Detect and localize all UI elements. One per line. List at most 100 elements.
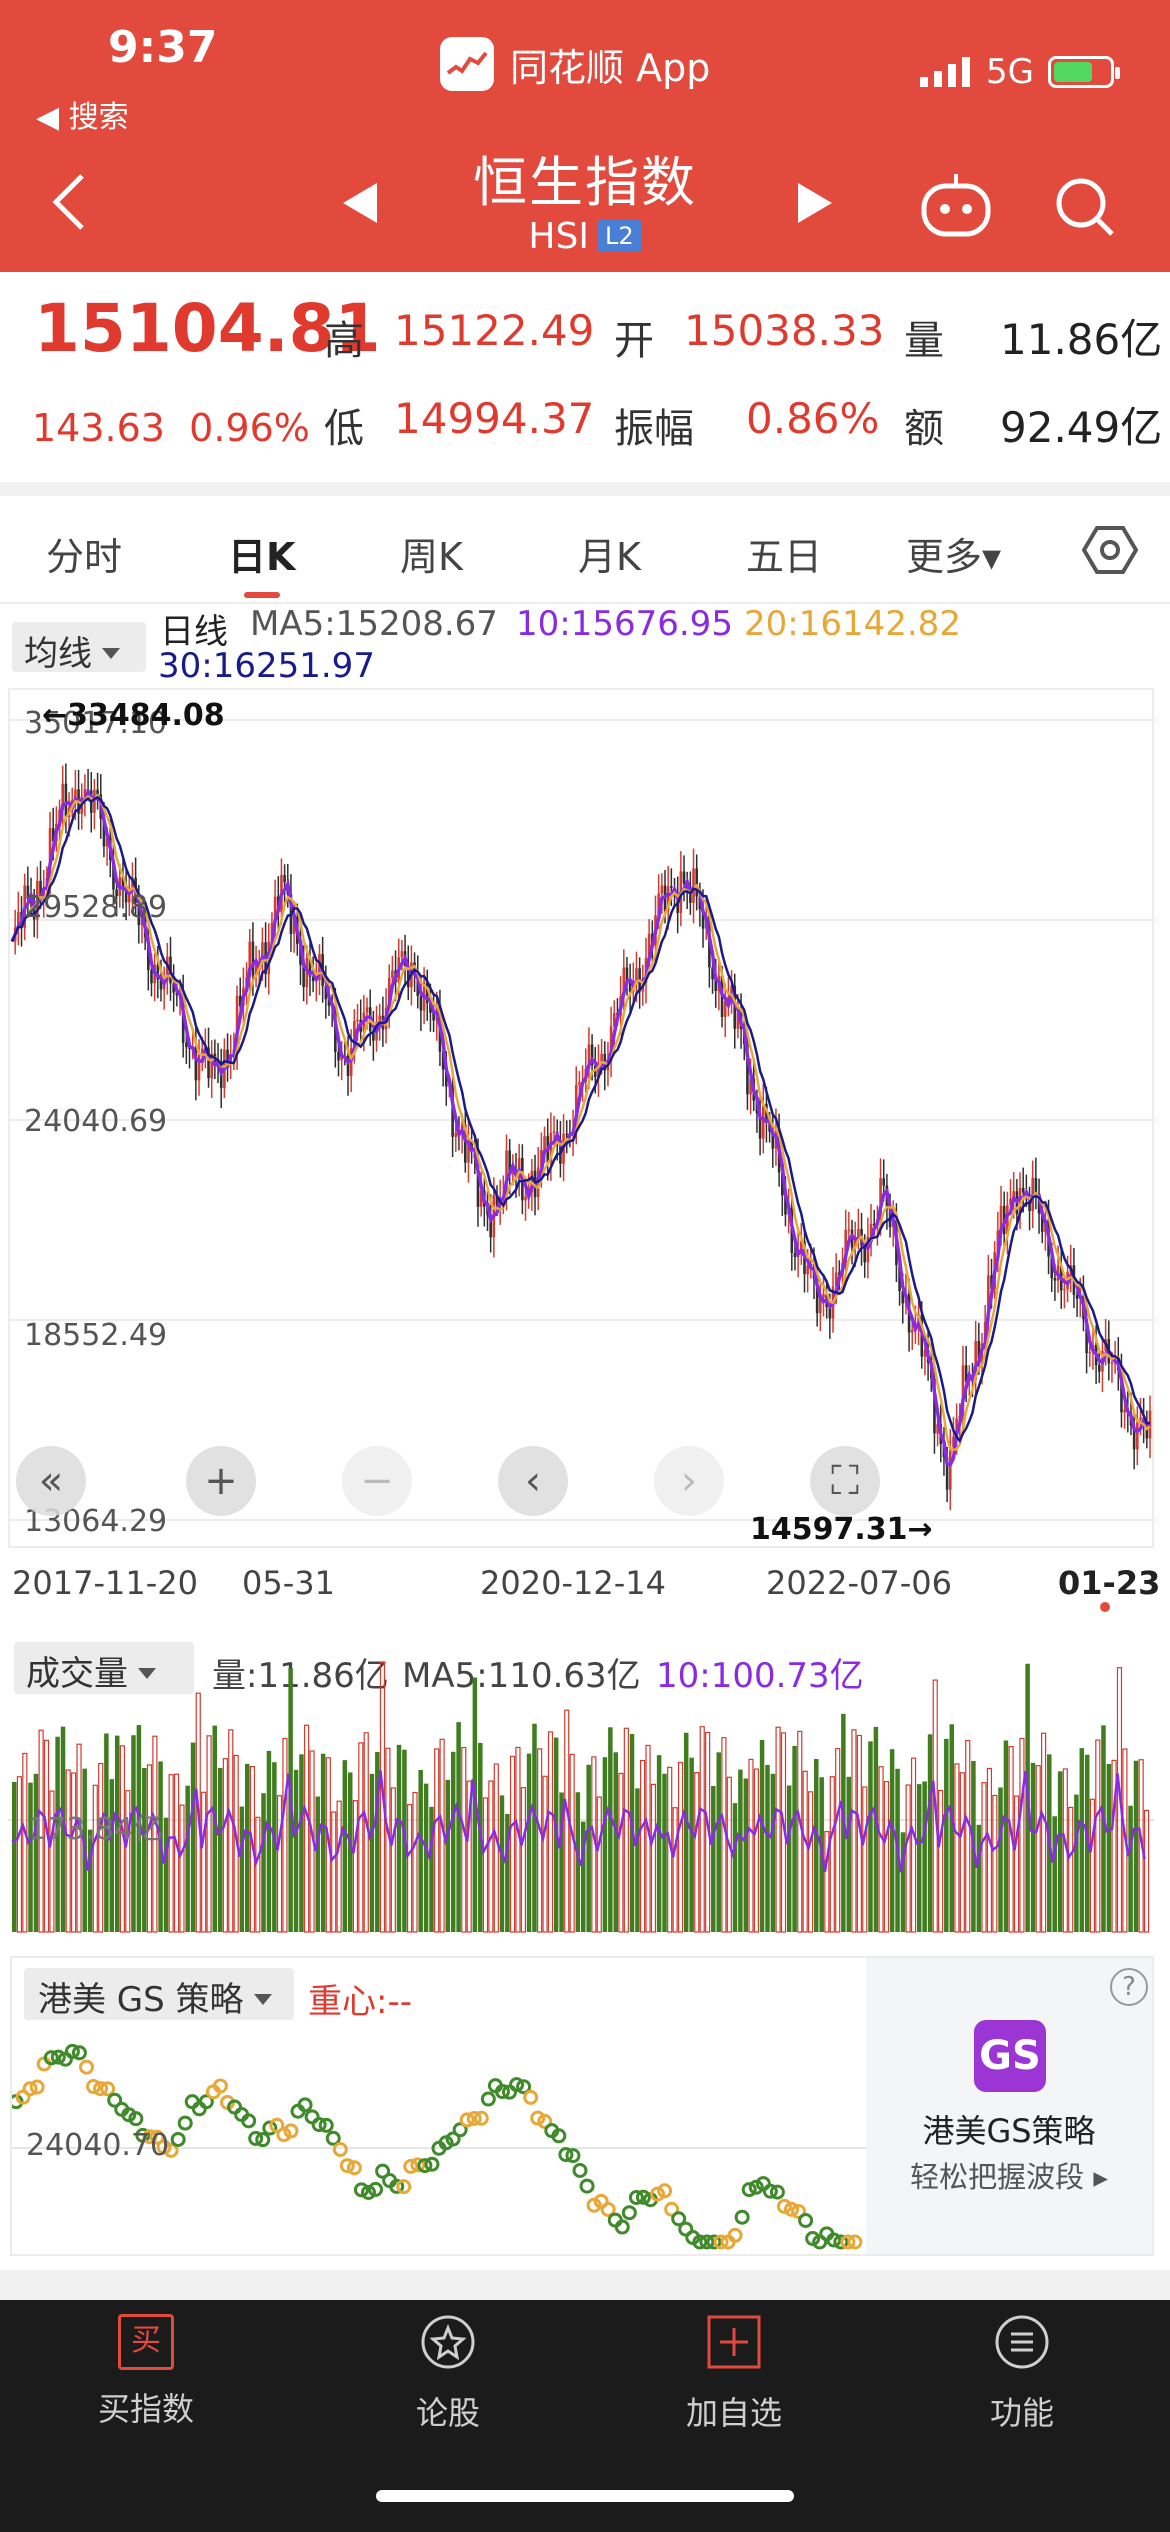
volume-bar: [331, 1811, 337, 1933]
volume-bar: [656, 1755, 662, 1932]
tab-weekly-k[interactable]: 周K: [400, 535, 463, 579]
candle-body: [93, 789, 96, 813]
strategy-marker: [523, 2089, 539, 2105]
candle-body: [511, 1172, 515, 1174]
function-button[interactable]: 功能: [922, 2314, 1122, 2434]
volume-bar: [802, 1770, 808, 1933]
candle-body: [977, 1340, 981, 1365]
volume-bar: [1035, 1765, 1041, 1933]
candle-body: [479, 1190, 483, 1207]
candle-body: [261, 942, 264, 963]
strategy-marker: [170, 2131, 186, 2147]
tab-intraday[interactable]: 分时: [46, 535, 123, 579]
candle-body: [226, 1049, 229, 1063]
volume-bar: [60, 1726, 66, 1932]
period-tabs: 分时 日K 周K 月K 五日 更多▾: [0, 496, 1170, 604]
ma-select[interactable]: 均线: [12, 622, 146, 674]
candle-body: [273, 896, 277, 923]
strategy-marker: [50, 2049, 66, 2065]
candle-body: [463, 1124, 467, 1163]
volume-bar: [396, 1744, 402, 1932]
kline-chart[interactable]: [8, 688, 1156, 1548]
volume-bar: [1084, 1754, 1090, 1932]
candle-body: [758, 1113, 762, 1139]
pan-left-button[interactable]: ‹: [498, 1446, 568, 1516]
pan-right-button[interactable]: ›: [654, 1446, 724, 1516]
status-app: 同花顺 App: [440, 36, 710, 92]
candle-body: [714, 979, 718, 991]
strategy-marker: [339, 2158, 355, 2174]
rewind-button[interactable]: «: [16, 1446, 86, 1516]
strategy-select[interactable]: 港美 GS 策略: [24, 1968, 294, 2020]
candle-body: [318, 954, 321, 981]
candle-body: [898, 1265, 901, 1292]
candle-body: [996, 1230, 1000, 1253]
candle-body: [441, 1051, 445, 1070]
strategy-marker: [635, 2189, 651, 2205]
strategy-marker: [177, 2115, 193, 2131]
tab-daily-k[interactable]: 日K: [228, 535, 296, 579]
price-change: 143.63 0.96%: [32, 406, 310, 450]
zoom-in-button[interactable]: +: [186, 1446, 256, 1516]
discuss-button[interactable]: 论股: [348, 2314, 548, 2434]
volume-bar: [699, 1726, 705, 1933]
settings-icon[interactable]: [1082, 522, 1138, 578]
volume-bar: [272, 1762, 277, 1932]
strategy-marker: [410, 2157, 426, 2173]
candle-body: [508, 1150, 511, 1174]
buy-index-button[interactable]: 买 买指数: [46, 2314, 246, 2430]
volume-bar: [1041, 1732, 1047, 1933]
strategy-chart[interactable]: [8, 1956, 1154, 2256]
open-label: 开: [614, 318, 654, 364]
strategy-promo[interactable]: [866, 1958, 1152, 2254]
candle-body: [936, 1424, 939, 1434]
ma30-value: 30:16251.97: [158, 646, 375, 686]
volume-chart[interactable]: [8, 1632, 1154, 1938]
strategy-marker: [396, 2179, 412, 2195]
zoom-out-button[interactable]: −: [342, 1446, 412, 1516]
volume-bar: [829, 1776, 835, 1933]
prev-index-icon[interactable]: [343, 183, 379, 223]
strategy-subtitle[interactable]: 轻松把握波段 ▸: [910, 2160, 1108, 2194]
x-tick-label: 2017-11-20: [12, 1564, 198, 1602]
candle-body: [1021, 1187, 1025, 1193]
candle-body: [489, 1214, 492, 1238]
candle-body: [197, 1054, 201, 1081]
tab-more[interactable]: 更多▾: [906, 535, 1002, 579]
strategy-svg: [8, 2043, 868, 2250]
volume-bar: [732, 1803, 738, 1932]
tab-five-day[interactable]: 五日: [746, 535, 823, 579]
candle-body: [590, 1044, 594, 1066]
level-badge: L2: [596, 220, 642, 252]
volume-bar: [786, 1785, 792, 1932]
next-index-icon[interactable]: [796, 183, 832, 223]
fullscreen-button[interactable]: ⛶: [810, 1446, 880, 1516]
status-back-link[interactable]: ◀ 搜索: [36, 100, 129, 135]
candle-body: [17, 911, 20, 928]
current-day-dot: [1100, 1602, 1110, 1612]
strategy-marker: [628, 2189, 644, 2205]
volume-select[interactable]: 成交量: [14, 1642, 194, 1694]
home-indicator[interactable]: [376, 2490, 794, 2502]
volume-bar: [998, 1787, 1003, 1932]
volume-bar: [748, 1758, 754, 1933]
high-value: 15122.49: [394, 306, 595, 355]
candle-body: [83, 789, 87, 797]
candle-body: [853, 1239, 857, 1248]
volume-bar: [12, 1782, 17, 1932]
strategy-marker: [100, 2081, 116, 2097]
y-tick-label: 29528.89: [24, 890, 168, 925]
back-icon[interactable]: [50, 172, 90, 232]
robot-assistant-icon[interactable]: [920, 172, 992, 238]
candle-body: [219, 1067, 223, 1088]
strategy-marker: [833, 2234, 849, 2250]
volume-bar: [726, 1776, 732, 1933]
kline-svg: [10, 719, 1156, 1521]
strategy-marker: [713, 2234, 729, 2250]
search-icon[interactable]: [1054, 176, 1116, 238]
help-icon[interactable]: ?: [1110, 1968, 1148, 2006]
app-logo-icon: [440, 37, 494, 91]
tab-monthly-k[interactable]: 月K: [578, 535, 641, 579]
volume-bar: [976, 1824, 982, 1932]
add-watchlist-button[interactable]: 加自选: [634, 2314, 834, 2434]
